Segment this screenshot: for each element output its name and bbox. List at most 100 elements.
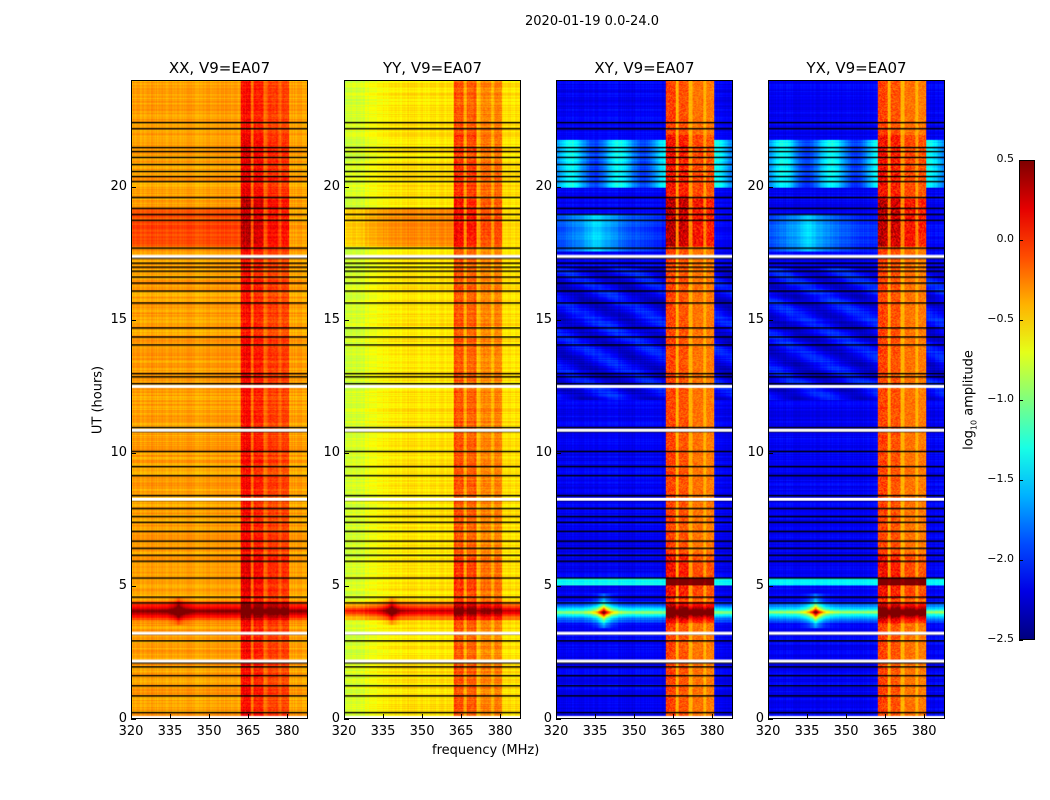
y-tick-label: 15 xyxy=(323,311,340,327)
colorbar-tick-label: −0.5 xyxy=(987,312,1014,325)
y-tick xyxy=(344,319,349,321)
y-tick-label: 0 xyxy=(118,711,127,726)
y-tick xyxy=(768,585,773,587)
y-tick-label: 0 xyxy=(543,711,552,726)
x-tick xyxy=(768,714,769,719)
y-tick-label: 20 xyxy=(323,178,340,194)
x-tick xyxy=(846,714,848,719)
y-tick xyxy=(556,585,561,587)
colorbar-tick xyxy=(1019,320,1023,321)
y-tick-label: 10 xyxy=(323,444,340,460)
x-tick xyxy=(287,714,289,719)
y-tick xyxy=(768,719,773,720)
y-tick xyxy=(131,452,136,454)
colorbar-tick-label: 0.0 xyxy=(996,232,1015,245)
x-tick-label: 320 xyxy=(331,724,357,739)
x-tick-label: 320 xyxy=(755,724,781,739)
y-tick-label: 10 xyxy=(110,444,127,460)
y-tick xyxy=(131,319,136,321)
y-tick xyxy=(556,319,561,321)
y-tick-label: 5 xyxy=(755,577,764,593)
x-tick xyxy=(422,714,424,719)
x-tick-label: 350 xyxy=(621,724,647,739)
heatmap-image xyxy=(132,81,307,718)
x-tick-label: 335 xyxy=(370,724,396,739)
x-tick-label: 365 xyxy=(448,724,474,739)
colorbar-tick-label: −2.5 xyxy=(987,632,1014,645)
x-tick-label: 320 xyxy=(543,724,569,739)
x-tick xyxy=(344,714,345,719)
colorbar-tick-label: −2.0 xyxy=(987,552,1014,565)
figure-suptitle: 2020-01-19 0.0-24.0 xyxy=(525,14,659,29)
y-axis-label: UT (hours) xyxy=(90,365,106,435)
x-tick xyxy=(556,714,557,719)
panel-title: XY, V9=EA07 xyxy=(594,59,695,77)
x-tick-label: 365 xyxy=(872,724,898,739)
x-tick-label: 380 xyxy=(487,724,513,739)
y-tick-label: 20 xyxy=(110,178,127,194)
y-tick-label: 20 xyxy=(535,178,552,194)
x-tick xyxy=(924,714,926,719)
colorbar-tick xyxy=(1019,560,1023,561)
x-tick xyxy=(131,714,132,719)
x-tick-label: 350 xyxy=(196,724,222,739)
y-tick xyxy=(344,186,349,188)
y-tick xyxy=(556,186,561,188)
x-tick xyxy=(595,714,597,719)
colorbar-tick xyxy=(1019,640,1023,641)
heatmap-image xyxy=(345,81,520,718)
panel-title: YY, V9=EA07 xyxy=(382,59,483,77)
x-tick-label: 380 xyxy=(699,724,725,739)
y-tick xyxy=(131,719,136,720)
colorbar-label-sub: 10 xyxy=(969,419,979,431)
y-tick xyxy=(344,719,349,720)
x-tick-label: 320 xyxy=(118,724,144,739)
y-tick xyxy=(131,585,136,587)
x-tick xyxy=(673,714,675,719)
colorbar-tick xyxy=(1019,160,1023,161)
x-tick-label: 380 xyxy=(911,724,937,739)
y-tick-label: 20 xyxy=(747,178,764,194)
x-tick xyxy=(500,714,502,719)
y-tick-label: 15 xyxy=(535,311,552,327)
x-tick xyxy=(634,714,636,719)
panel-title: YX, V9=EA07 xyxy=(806,59,907,77)
y-tick-label: 5 xyxy=(331,577,340,593)
y-tick-label: 0 xyxy=(331,711,340,726)
x-tick xyxy=(248,714,250,719)
x-tick xyxy=(807,714,809,719)
heatmap-panel-xy xyxy=(556,80,733,719)
colorbar-label-rest: amplitude xyxy=(961,350,977,420)
colorbar-tick-label: 0.5 xyxy=(996,152,1015,165)
x-tick xyxy=(383,714,385,719)
x-tick-label: 350 xyxy=(409,724,435,739)
y-tick-label: 0 xyxy=(755,711,764,726)
heatmap-panel-xx xyxy=(131,80,308,719)
x-tick-label: 335 xyxy=(582,724,608,739)
x-tick-label: 380 xyxy=(274,724,300,739)
heatmap-panel-yx xyxy=(768,80,945,719)
colorbar-tick xyxy=(1019,240,1023,241)
x-tick-label: 350 xyxy=(833,724,859,739)
y-tick-label: 5 xyxy=(118,577,127,593)
colorbar-tick-label: −1.0 xyxy=(987,392,1014,405)
y-tick-label: 10 xyxy=(535,444,552,460)
y-tick xyxy=(344,452,349,454)
heatmap-panel-yy xyxy=(344,80,521,719)
y-tick xyxy=(556,452,561,454)
y-tick-label: 5 xyxy=(543,577,552,593)
y-tick xyxy=(131,186,136,188)
x-tick-label: 365 xyxy=(660,724,686,739)
x-tick xyxy=(209,714,211,719)
colorbar-tick-label: −1.5 xyxy=(987,472,1014,485)
y-tick xyxy=(768,186,773,188)
x-tick-label: 365 xyxy=(235,724,261,739)
colorbar-tick xyxy=(1019,400,1023,401)
y-tick xyxy=(556,719,561,720)
heatmap-image xyxy=(769,81,944,718)
y-tick-label: 10 xyxy=(747,444,764,460)
x-tick-label: 335 xyxy=(157,724,183,739)
colorbar-label: log10 amplitude xyxy=(962,350,979,450)
colorbar-label-log: log xyxy=(961,430,977,450)
